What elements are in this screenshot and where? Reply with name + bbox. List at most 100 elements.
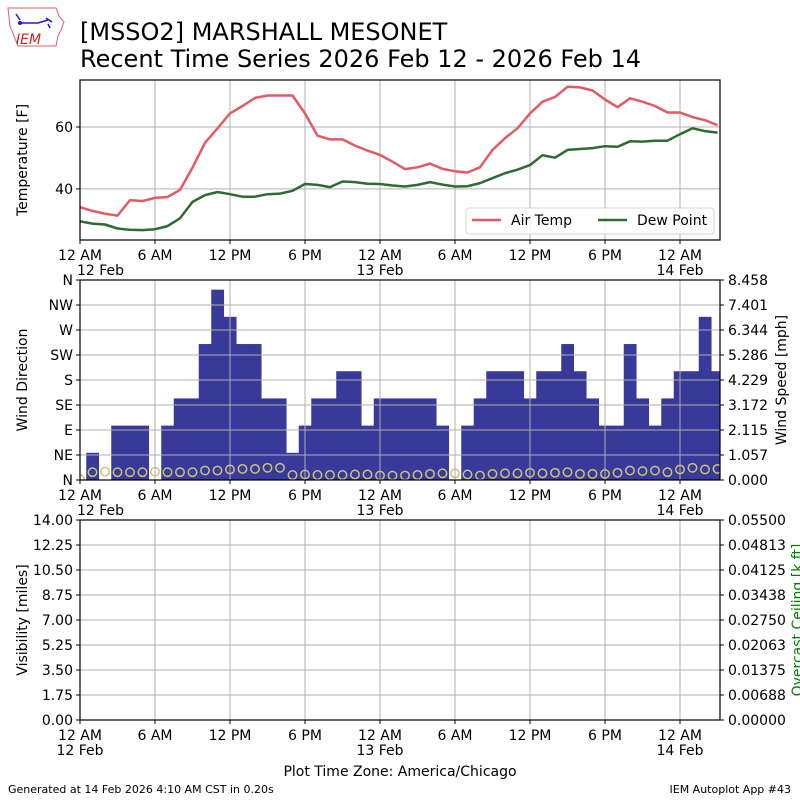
wind-direction-marker [337, 470, 348, 480]
wind-speed-bar [498, 371, 512, 480]
wind-speed-bar [311, 398, 325, 480]
title-line-2: Recent Time Series 2026 Feb 12 - 2026 Fe… [80, 45, 642, 73]
wind-speed-bar [323, 398, 337, 480]
x-tick-label: 12 AM [658, 728, 702, 744]
y-axis-label: Wind Direction [15, 329, 31, 432]
y-tick-label: 8.75 [42, 588, 73, 604]
wind-direction-marker [212, 465, 223, 476]
wind-direction-marker [650, 465, 660, 476]
wind-speed-bar [536, 371, 550, 480]
y-tick-label: N [63, 473, 73, 489]
wind-speed-bar [548, 371, 562, 480]
y2-tick-label: 7.401 [728, 298, 768, 314]
wind-speed-bar [661, 398, 675, 480]
wind-speed-bar [273, 398, 287, 480]
y-tick-label: E [64, 423, 73, 439]
y-tick-label: 0.00 [42, 713, 73, 729]
wind-speed-bar [561, 344, 575, 480]
y-tick-label: SW [50, 348, 73, 364]
x-tick-label: 12 PM [209, 248, 252, 264]
wind-speed-bar [686, 371, 700, 480]
wind-speed-bar [423, 398, 437, 480]
y2-tick-label: 6.344 [728, 323, 768, 339]
x-tick-label: 12 AM [58, 728, 102, 744]
wind-direction-marker [250, 463, 260, 474]
wind-direction-marker [87, 467, 98, 478]
wind-speed-bar [623, 344, 637, 480]
wind-direction-marker [487, 468, 498, 479]
x-tick-label: 6 PM [588, 728, 622, 744]
y-tick-label: 5.25 [42, 638, 73, 654]
wind-speed-bar [648, 425, 662, 480]
wind-speed-bar [711, 371, 720, 480]
x-tick-label: 12 PM [209, 488, 252, 504]
x-tick-date: 14 Feb [656, 743, 703, 759]
x-tick-label: 12 PM [509, 488, 552, 504]
wind-direction-marker [575, 468, 585, 479]
wind-speed-bar [461, 425, 475, 480]
y2-tick-label: 0.000 [728, 473, 768, 489]
wind-speed-bar [86, 452, 100, 480]
wind-direction-marker [162, 467, 173, 478]
x-tick-date: 13 Feb [356, 263, 403, 279]
x-tick-label: 6 AM [137, 488, 172, 504]
wind-direction-marker [175, 467, 185, 478]
x-tick-label: 12 AM [58, 248, 102, 264]
x-tick-label: 12 AM [58, 488, 102, 504]
wind-direction-marker [137, 467, 148, 478]
axes-frame [79, 79, 721, 241]
x-tick-label: 12 AM [358, 248, 402, 264]
y2-tick-label: 0.03438 [728, 588, 786, 604]
x-tick-date: 13 Feb [356, 743, 403, 759]
dew-point-line [80, 127, 718, 232]
wind-speed-bar [411, 398, 425, 480]
y2-tick-label: 5.286 [728, 348, 768, 364]
wind-speed-bar [386, 398, 400, 480]
x-tick-date: 12 Feb [56, 743, 103, 759]
wind-direction-marker [275, 462, 285, 473]
x-tick-label: 6 AM [437, 488, 472, 504]
wind-direction-marker [587, 468, 598, 479]
wind-speed-bar [161, 425, 175, 480]
wind-plot-area [80, 280, 720, 480]
x-tick-date: 14 Feb [656, 263, 703, 279]
x-tick-label: 6 PM [288, 248, 322, 264]
x-tick-label: 12 AM [358, 728, 402, 744]
wind-direction-marker [425, 468, 435, 479]
wind-speed-bar [636, 398, 650, 480]
wind-direction-marker [287, 470, 298, 480]
y2-tick-label: 0.04813 [728, 538, 786, 554]
wind-direction-marker [462, 469, 473, 480]
wind-direction-marker [362, 469, 373, 480]
x-tick-label: 6 AM [137, 248, 172, 264]
y2-axis-label: Wind Speed [mph] [774, 315, 790, 445]
wind-speed-bar [111, 425, 125, 480]
x-tick-label: 6 AM [137, 728, 172, 744]
y2-tick-label: 2.115 [728, 423, 768, 439]
wind-direction-marker [537, 468, 548, 479]
y-tick-label: 1.75 [42, 688, 73, 704]
air-temp-line [80, 85, 718, 217]
x-tick-date: 13 Feb [356, 503, 403, 519]
x-tick-label: 12 PM [509, 248, 552, 264]
x-tick-date: 12 Feb [77, 503, 124, 519]
wind-speed-bar [586, 398, 600, 480]
wind-direction-marker [437, 468, 448, 479]
wind-speed-bar [698, 316, 712, 480]
wind-direction-marker [200, 465, 210, 476]
wind-direction-marker [562, 467, 573, 478]
y-tick-label: 40 [55, 182, 73, 198]
wind-speed-bar [361, 425, 375, 480]
wind-speed-bar [336, 371, 350, 480]
wind-direction-marker [625, 465, 635, 476]
y-tick-label: NW [49, 298, 73, 314]
y2-axis-label: Overcast Ceiling [k ft] [790, 544, 800, 697]
title-line-1: [MSSO2] MARSHALL MESONET [80, 18, 448, 46]
wind-direction-marker [412, 470, 423, 480]
y2-tick-label: 0.02750 [728, 613, 786, 629]
wind-direction-marker [350, 469, 360, 480]
y2-tick-label: 0.02063 [728, 638, 786, 654]
wind-direction-marker [550, 467, 560, 478]
y-axis-label: Visibility [miles] [15, 564, 31, 675]
